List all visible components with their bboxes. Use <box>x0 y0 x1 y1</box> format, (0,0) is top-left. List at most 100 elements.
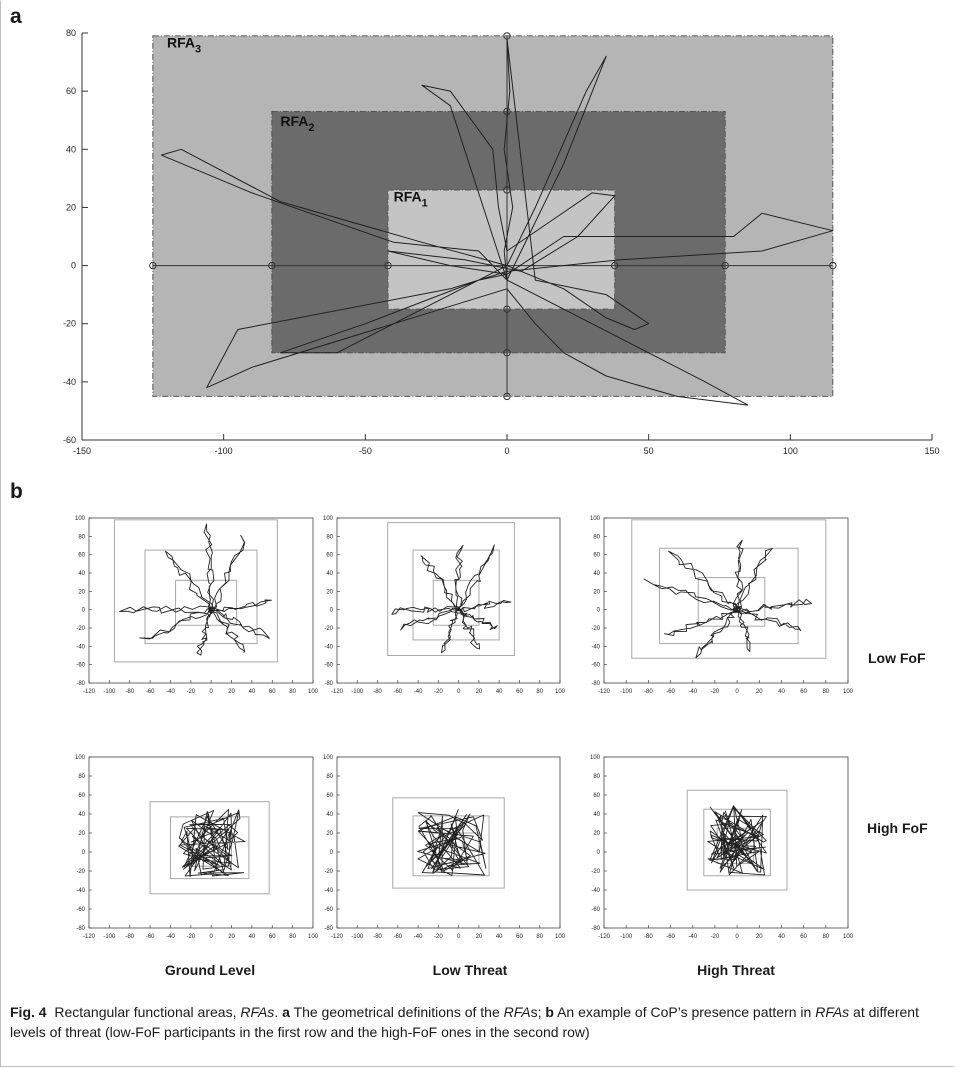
y-tick-label: 40 <box>66 144 76 154</box>
rfa-boundary-marker <box>503 392 511 401</box>
x-tick-label: 100 <box>308 689 319 695</box>
y-tick-label: 80 <box>66 28 76 38</box>
figure-caption: Fig. 4 Rectangular functional areas, RFA… <box>10 1002 940 1042</box>
x-tick-label: -80 <box>644 689 653 695</box>
y-tick-label: -80 <box>591 926 600 932</box>
y-tick-label: 0 <box>330 850 334 856</box>
y-tick-label: 0 <box>330 608 334 614</box>
y-tick-label: 40 <box>593 812 600 818</box>
rfa-boundary-marker <box>503 349 511 357</box>
x-tick-label: -50 <box>359 446 372 456</box>
rfa-rect <box>149 801 270 895</box>
rfa-rect <box>703 808 771 877</box>
caption-a-s: s; <box>530 1004 546 1020</box>
x-tick-label: -100 <box>620 934 633 940</box>
x-tick-label: -120 <box>598 934 611 940</box>
rfa-boundary-marker <box>503 32 511 40</box>
caption-title: Rectangular functional areas, <box>54 1004 241 1020</box>
y-tick-label: -20 <box>324 626 333 632</box>
x-tick-label: -20 <box>434 689 443 695</box>
rfa-rect <box>631 519 827 659</box>
x-tick-label: -120 <box>83 934 96 940</box>
y-tick-label: -60 <box>591 663 600 669</box>
caption-a-em: RFA <box>503 1004 531 1020</box>
cop-trajectory <box>391 544 512 654</box>
x-tick-label: -80 <box>373 934 382 940</box>
rfa-1-subscript: 1 <box>422 198 428 210</box>
rfa-boundary-marker <box>503 186 511 194</box>
subplot-high-fof-1: -120 -100 -80 -60 -40 -20 0 20 40 60 80 100 -80 -60 -4… <box>323 755 566 940</box>
panel-a-chart: RFA3 RFA2 RFA1 -150 -100 -50 0 50 100 150 -60 -40 -2… <box>63 28 940 456</box>
y-tick-label: 20 <box>66 202 76 212</box>
y-tick-label: -80 <box>76 681 85 687</box>
rfa-2-subscript: 2 <box>308 122 314 134</box>
rfa-1-rect <box>387 189 616 310</box>
x-tick-label: 0 <box>735 689 739 695</box>
panel-b-letter: b <box>10 480 23 503</box>
rfa-rect <box>113 519 278 663</box>
rfa-boundary-marker <box>503 107 511 116</box>
x-tick-label: 20 <box>756 689 763 695</box>
x-tick-label: -60 <box>666 934 675 940</box>
rfa-rect <box>697 577 766 627</box>
x-tick-label: 60 <box>800 689 807 695</box>
x-tick-label: 100 <box>308 934 319 940</box>
x-tick-label: 20 <box>476 934 483 940</box>
caption-title-em: RFAs <box>240 1004 275 1020</box>
y-tick-label: -40 <box>76 888 85 894</box>
x-tick-label: -20 <box>711 934 720 940</box>
x-tick-label: 80 <box>289 934 296 940</box>
rfa-rect <box>412 549 500 641</box>
y-tick-label: 0 <box>82 850 86 856</box>
x-tick-label: -40 <box>166 689 175 695</box>
y-tick-label: 20 <box>78 589 85 595</box>
y-tick-label: -80 <box>76 926 85 932</box>
y-tick-label: -20 <box>324 869 333 875</box>
x-tick-label: 150 <box>924 446 939 456</box>
x-tick-label: -120 <box>331 689 344 695</box>
x-tick-label: -150 <box>73 446 91 456</box>
cop-trajectory <box>160 38 834 406</box>
y-tick-label: 20 <box>326 831 333 837</box>
y-tick-label: -60 <box>76 663 85 669</box>
x-tick-label: -40 <box>688 689 697 695</box>
y-tick-label: -20 <box>63 319 76 329</box>
rfa-boundary-marker <box>829 261 837 270</box>
rfa-rect <box>169 816 250 880</box>
column-label-high-threat: High Threat <box>697 962 775 978</box>
caption-b-rest: at different levels of threat (low-FoF p… <box>10 1004 919 1040</box>
x-tick-label: 50 <box>644 446 654 456</box>
y-tick-label: 40 <box>326 571 333 577</box>
x-tick-label: 100 <box>843 689 854 695</box>
caption-b-text: An example of CoP’s presence pattern in <box>553 1004 816 1020</box>
x-tick-label: 60 <box>516 934 523 940</box>
x-tick-label: -40 <box>166 934 175 940</box>
y-tick-label: -20 <box>591 869 600 875</box>
y-tick-label: 20 <box>78 831 85 837</box>
y-tick-label: 20 <box>326 589 333 595</box>
cop-trajectory <box>178 808 246 878</box>
x-tick-label: -100 <box>103 934 116 940</box>
x-tick-label: 80 <box>536 934 543 940</box>
x-tick-label: -60 <box>146 689 155 695</box>
rfa-2-label: RFA2 <box>280 113 314 134</box>
x-tick-label: -100 <box>215 446 233 456</box>
rfa-3-subscript: 3 <box>195 44 201 56</box>
x-tick-label: 20 <box>756 934 763 940</box>
x-tick-label: -120 <box>331 934 344 940</box>
y-tick-label: 40 <box>326 812 333 818</box>
cop-trajectory <box>119 523 272 656</box>
x-tick-label: 60 <box>269 934 276 940</box>
x-tick-label: -80 <box>125 934 134 940</box>
y-tick-label: -40 <box>63 377 76 387</box>
x-tick-label: 20 <box>228 934 235 940</box>
y-tick-label: 0 <box>82 608 86 614</box>
y-tick-label: 80 <box>593 534 600 540</box>
x-tick-label: 60 <box>516 689 523 695</box>
rfa-rect <box>144 549 258 645</box>
y-tick-label: 40 <box>78 812 85 818</box>
y-tick-label: 60 <box>593 793 600 799</box>
x-tick-label: -20 <box>186 934 195 940</box>
rfa-boundary-marker <box>721 261 729 270</box>
